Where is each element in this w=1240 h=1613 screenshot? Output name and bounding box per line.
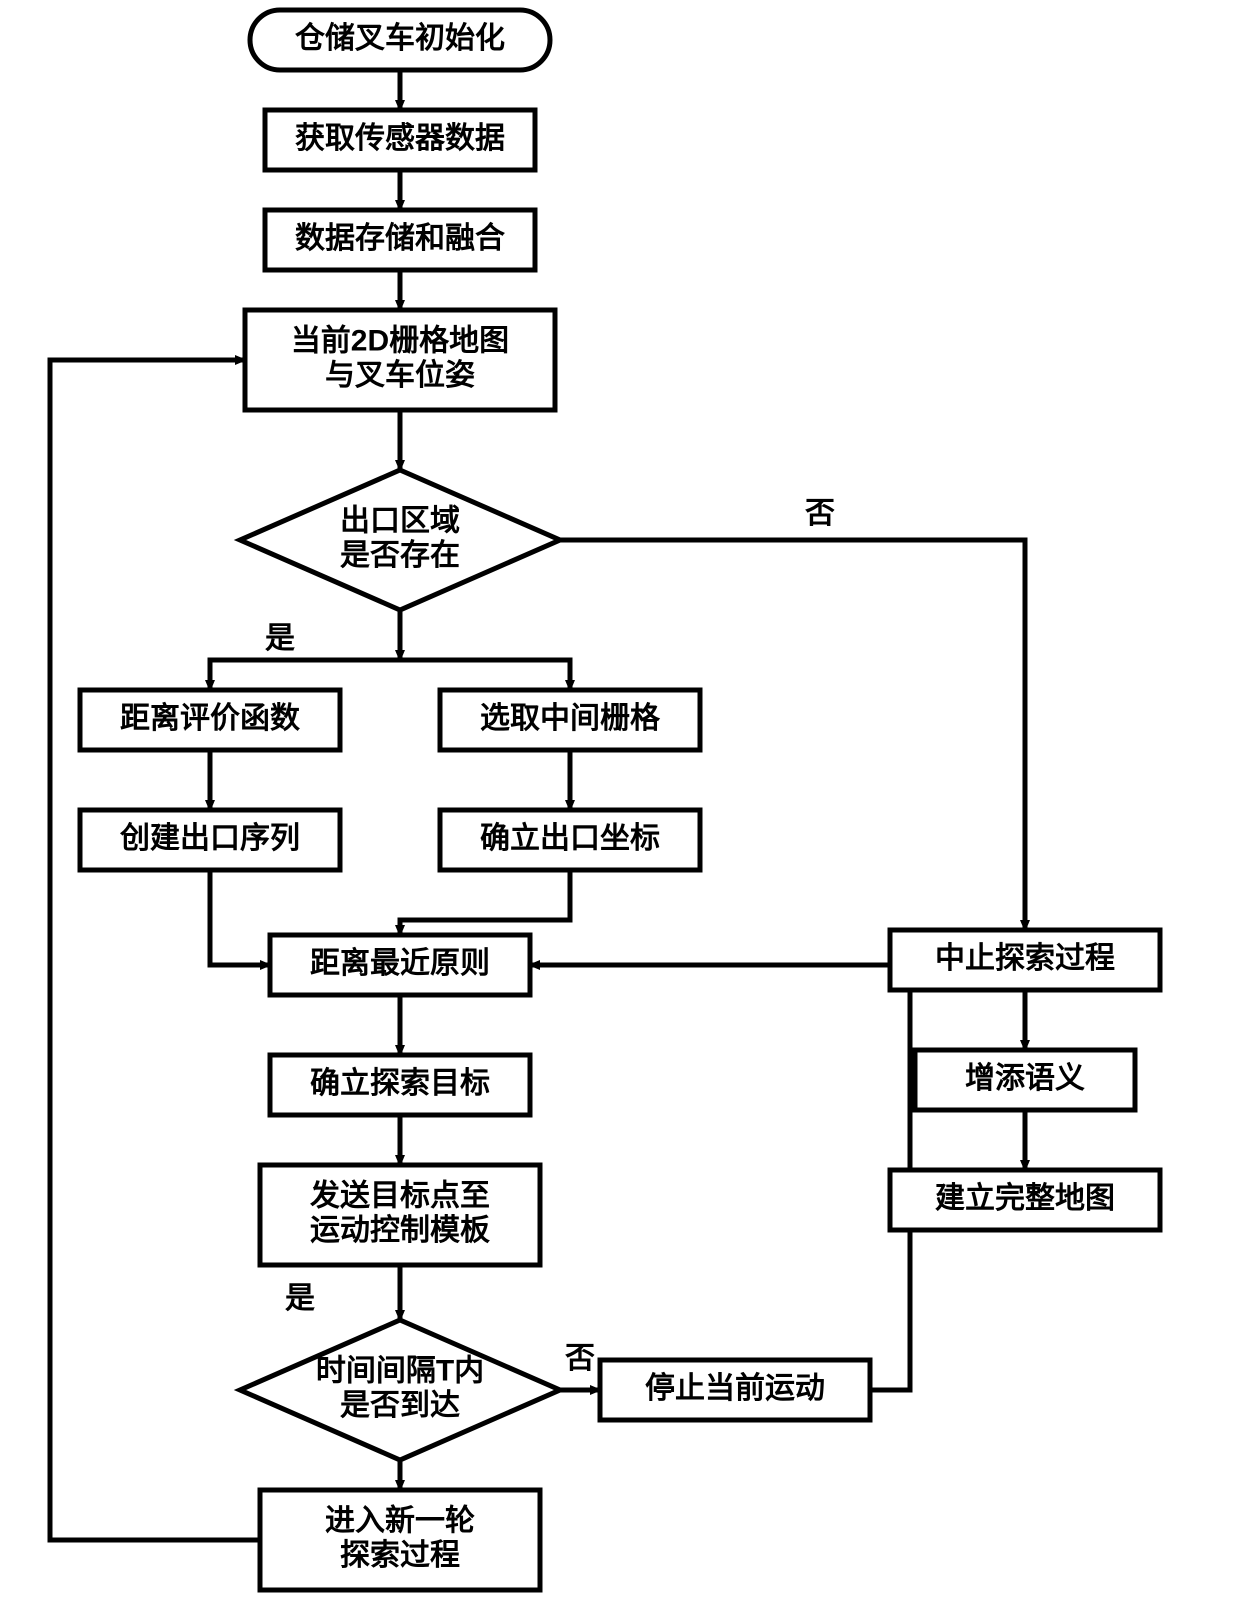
node-label: 仓储叉车初始化 bbox=[295, 21, 505, 55]
node-label: 进入新一轮 bbox=[325, 1505, 475, 1538]
node-n11: 停止当前运动 bbox=[600, 1360, 870, 1420]
node-n14: 增添语义 bbox=[915, 1050, 1135, 1110]
node-label: 时间间隔T内 bbox=[316, 1355, 484, 1388]
node-n4: 距离评价函数 bbox=[80, 690, 340, 750]
node-label: 距离评价函数 bbox=[120, 702, 301, 735]
node-label: 确立出口坐标 bbox=[480, 821, 660, 855]
edge-split-n4 bbox=[210, 660, 400, 690]
node-label: 建立完整地图 bbox=[935, 1181, 1115, 1215]
node-n6: 创建出口序列 bbox=[80, 810, 340, 870]
node-label: 创建出口序列 bbox=[119, 821, 300, 855]
edge-label: 是 bbox=[265, 622, 295, 655]
node-n5: 选取中间栅格 bbox=[440, 690, 700, 750]
node-label: 是否存在 bbox=[340, 539, 460, 572]
node-label: 出口区域 bbox=[340, 505, 460, 538]
edge-split-n5 bbox=[400, 660, 570, 690]
node-label: 停止当前运动 bbox=[645, 1372, 825, 1405]
node-n13: 中止探索过程 bbox=[890, 930, 1160, 990]
node-n8: 距离最近原则 bbox=[270, 935, 530, 995]
node-n9: 确立探索目标 bbox=[270, 1055, 530, 1115]
edge-label: 是 bbox=[285, 1282, 315, 1315]
node-label: 中止探索过程 bbox=[935, 942, 1115, 975]
edges: 是是否否 bbox=[50, 70, 1025, 1540]
edge-n11-n8 bbox=[530, 965, 910, 1390]
node-label: 增添语义 bbox=[965, 1062, 1085, 1095]
edge-n6-n8 bbox=[210, 870, 270, 965]
node-n10: 发送目标点至运动控制模板 bbox=[260, 1165, 540, 1265]
node-label: 数据存储和融合 bbox=[295, 221, 505, 255]
node-label: 是否到达 bbox=[340, 1389, 460, 1422]
node-label: 与叉车位姿 bbox=[325, 358, 475, 392]
edge-n7-n8 bbox=[400, 870, 570, 935]
node-n3: 当前2D栅格地图与叉车位姿 bbox=[245, 310, 555, 410]
node-label: 探索过程 bbox=[340, 1539, 460, 1572]
node-n1: 获取传感器数据 bbox=[265, 110, 535, 170]
edge-label: 否 bbox=[565, 1342, 595, 1375]
nodes: 仓储叉车初始化获取传感器数据数据存储和融合当前2D栅格地图与叉车位姿出口区域是否… bbox=[80, 10, 1160, 1590]
node-label: 距离最近原则 bbox=[310, 947, 490, 980]
node-n12: 进入新一轮探索过程 bbox=[260, 1490, 540, 1590]
edge-n12-n3 bbox=[50, 360, 260, 1540]
node-label: 获取传感器数据 bbox=[295, 122, 505, 155]
node-d2: 时间间隔T内是否到达 bbox=[240, 1320, 560, 1460]
node-label: 运动控制模板 bbox=[310, 1214, 490, 1247]
node-n2: 数据存储和融合 bbox=[265, 210, 535, 270]
edge-label: 否 bbox=[805, 497, 835, 530]
node-label: 当前2D栅格地图 bbox=[291, 325, 509, 358]
node-label: 发送目标点至 bbox=[309, 1180, 490, 1213]
node-label: 确立探索目标 bbox=[310, 1066, 490, 1100]
node-label: 选取中间栅格 bbox=[480, 702, 661, 735]
node-n15: 建立完整地图 bbox=[890, 1170, 1160, 1230]
node-d1: 出口区域是否存在 bbox=[240, 470, 560, 610]
node-n0: 仓储叉车初始化 bbox=[250, 10, 550, 70]
node-n7: 确立出口坐标 bbox=[440, 810, 700, 870]
flowchart-canvas: 是是否否仓储叉车初始化获取传感器数据数据存储和融合当前2D栅格地图与叉车位姿出口… bbox=[0, 0, 1240, 1613]
